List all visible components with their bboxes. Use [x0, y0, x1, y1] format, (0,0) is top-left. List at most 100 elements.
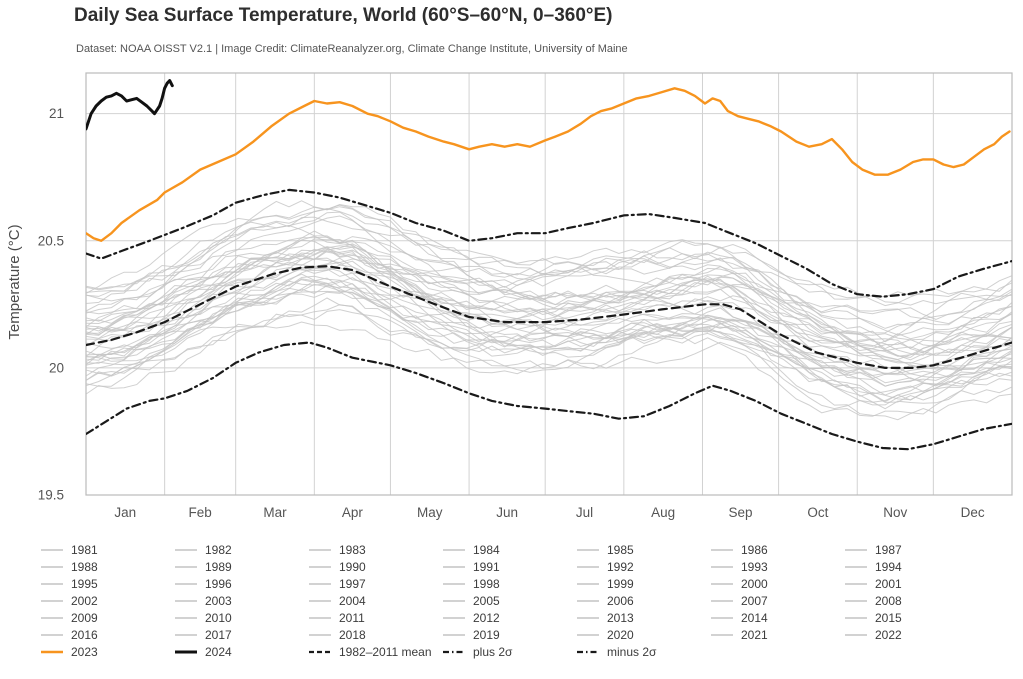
year-line-1993: [86, 287, 1012, 410]
legend-swatch-2005: [443, 599, 465, 602]
year-line-1997: [86, 245, 1012, 356]
legend-item-1999: 1999: [576, 575, 710, 592]
legend-label-1996: 1996: [205, 576, 232, 591]
legend-item-2009: 2009: [40, 609, 174, 626]
legend-item-2006: 2006: [576, 592, 710, 609]
legend-swatch-2002: [41, 599, 63, 602]
year-line-2000: [86, 267, 1012, 380]
legend-swatch-2024: [175, 650, 197, 653]
year-line-2010: [86, 230, 1012, 341]
series-line-2024: [86, 79, 174, 131]
year-line-2002: [86, 239, 1012, 352]
year-line-1990: [86, 283, 1012, 382]
legend-swatch-1995: [41, 582, 63, 585]
legend-item-2008: 2008: [844, 592, 978, 609]
x-tick-label: Aug: [651, 505, 675, 520]
legend-item-1991: 1991: [442, 558, 576, 575]
legend-item-2020: 2020: [576, 626, 710, 643]
legend-item-2017: 2017: [174, 626, 308, 643]
year-line-2005: [86, 235, 1012, 361]
legend-swatch-2003: [175, 599, 197, 602]
legend-item-2005: 2005: [442, 592, 576, 609]
legend-swatch-2022: [845, 633, 867, 636]
year-line-2003: [86, 249, 1012, 343]
legend-label-1986: 1986: [741, 542, 768, 557]
legend-label-minus-2-sigma: minus 2σ: [607, 644, 657, 659]
legend-swatch-2018: [309, 633, 331, 636]
legend-item-1983: 1983: [308, 541, 442, 558]
legend-item-2022: 2022: [844, 626, 978, 643]
legend-swatch-2013: [577, 616, 599, 619]
x-tick-label: Jan: [114, 505, 136, 520]
x-tick-label: Feb: [189, 505, 212, 520]
x-tick-label: Nov: [883, 505, 907, 520]
chart-legend: 1981 1982 1983 1984 1985 1986 1987 1988 1989 1990…: [40, 541, 978, 660]
legend-item-2004: 2004: [308, 592, 442, 609]
legend-item-1985: 1985: [576, 541, 710, 558]
legend-swatch-2019: [443, 633, 465, 636]
legend-swatch-1998: [443, 582, 465, 585]
legend-swatch-2000: [711, 582, 733, 585]
legend-label-1985: 1985: [607, 542, 634, 557]
legend-swatch-2020: [577, 633, 599, 636]
legend-swatch-1985: [577, 548, 599, 551]
legend-swatch-2016: [41, 633, 63, 636]
legend-label-1995: 1995: [71, 576, 98, 591]
legend-label-2003: 2003: [205, 593, 232, 608]
legend-swatch-2021: [711, 633, 733, 636]
x-tick-label: Mar: [263, 505, 287, 520]
legend-item-2000: 2000: [710, 575, 844, 592]
legend-label-2000: 2000: [741, 576, 768, 591]
year-line-2014: [86, 224, 1012, 347]
legend-item-2021: 2021: [710, 626, 844, 643]
legend-item-2014: 2014: [710, 609, 844, 626]
legend-swatch-2023: [41, 650, 63, 653]
legend-item-2023: 2023: [40, 643, 174, 660]
legend-swatch-1986: [711, 548, 733, 551]
legend-swatch-plus-2-sigma: [443, 650, 465, 653]
legend-label-1994: 1994: [875, 559, 902, 574]
legend-swatch-1991: [443, 565, 465, 568]
x-tick-label: Oct: [807, 505, 828, 520]
legend-swatch-1987: [845, 548, 867, 551]
legend-label-2006: 2006: [607, 593, 634, 608]
legend-item-1992: 1992: [576, 558, 710, 575]
legend-item-1990: 1990: [308, 558, 442, 575]
series-line-minus-2-: [86, 341, 1012, 451]
legend-swatch-2014: [711, 616, 733, 619]
year-line-2008: [86, 266, 1012, 375]
legend-swatch-1993: [711, 565, 733, 568]
legend-label-1991: 1991: [473, 559, 500, 574]
legend-swatch-1984: [443, 548, 465, 551]
year-line-1998: [86, 238, 1012, 357]
legend-swatch-2007: [711, 599, 733, 602]
legend-label-2004: 2004: [339, 593, 366, 608]
legend-item-1993: 1993: [710, 558, 844, 575]
year-line-2006: [86, 258, 1012, 358]
year-line-2016: [86, 204, 1012, 307]
x-tick-label: May: [417, 505, 443, 520]
legend-label-plus-2-sigma: plus 2σ: [473, 644, 513, 659]
x-tick-label: Jun: [496, 505, 518, 520]
year-line-2022: [86, 236, 1012, 320]
legend-label-2008: 2008: [875, 593, 902, 608]
legend-item-2019: 2019: [442, 626, 576, 643]
legend-swatch-1996: [175, 582, 197, 585]
legend-item-2003: 2003: [174, 592, 308, 609]
legend-swatch-1994: [845, 565, 867, 568]
legend-item-2011: 2011: [308, 609, 442, 626]
x-tick-label: Jul: [576, 505, 593, 520]
series-line-1982-2011-mean: [86, 265, 1012, 369]
year-line-1987: [86, 261, 1012, 379]
legend-label-2021: 2021: [741, 627, 768, 642]
legend-item-1982: 1982: [174, 541, 308, 558]
legend-label-1999: 1999: [607, 576, 634, 591]
year-line-2019: [86, 207, 1012, 336]
year-line-2011: [86, 248, 1012, 361]
legend-item-2024: 2024: [174, 643, 308, 660]
legend-label-2002: 2002: [71, 593, 98, 608]
legend-label-1998: 1998: [473, 576, 500, 591]
year-line-1984: [86, 304, 1012, 417]
legend-swatch-1990: [309, 565, 331, 568]
legend-item-1981: 1981: [40, 541, 174, 558]
